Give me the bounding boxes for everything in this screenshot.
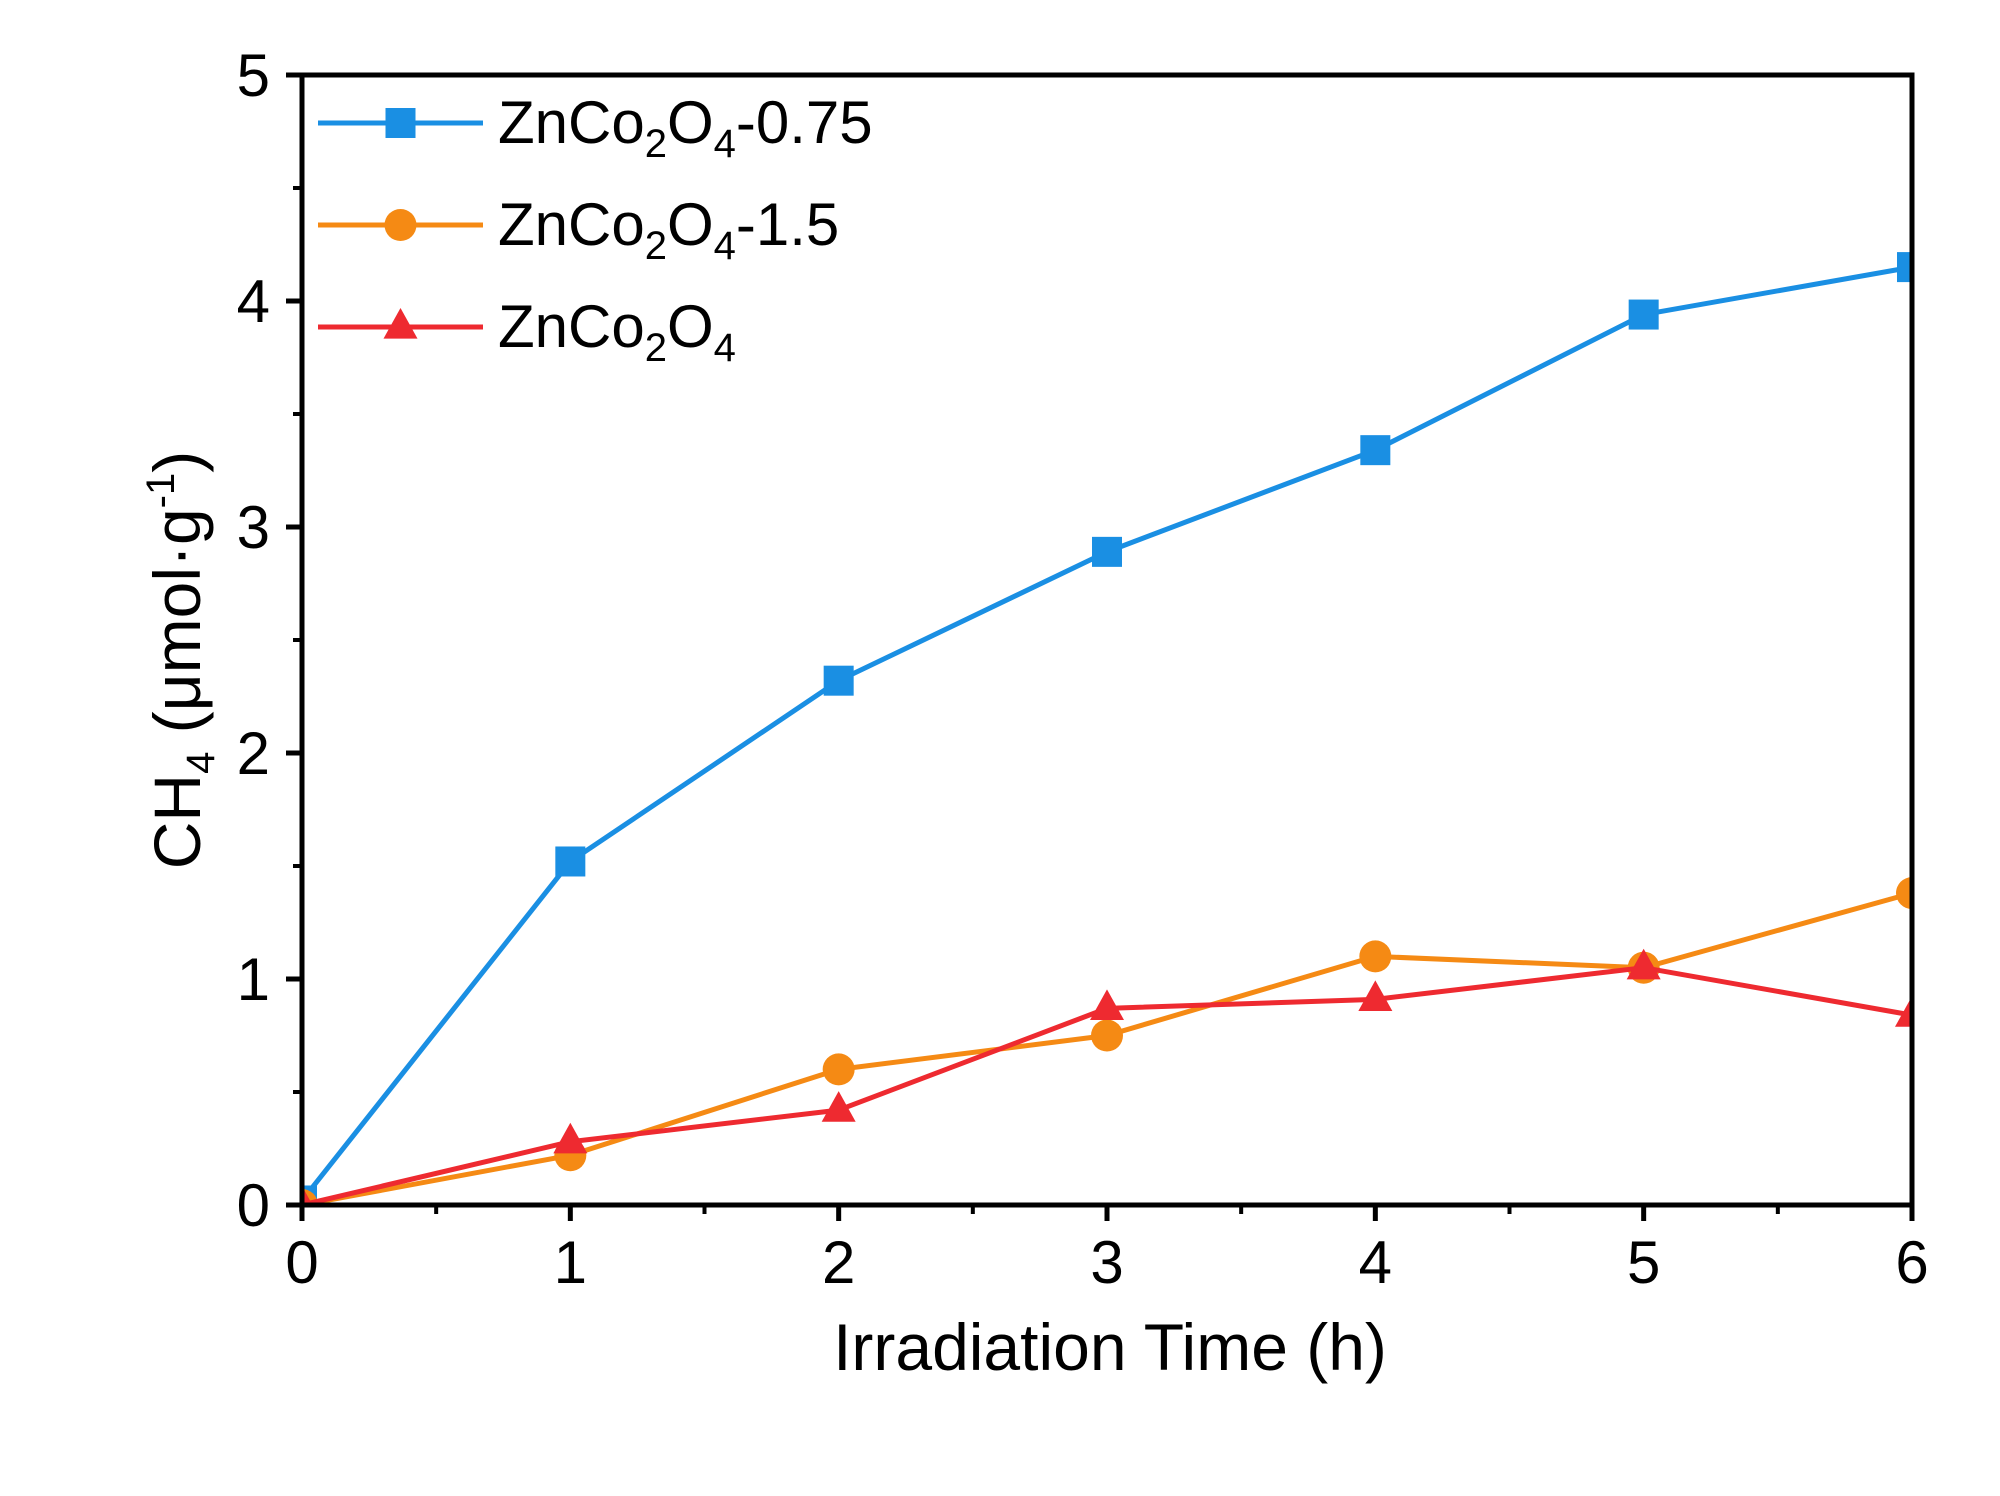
legend-label-part: 4 <box>714 326 736 370</box>
legend-label-part: -0.75 <box>736 89 873 156</box>
data-point <box>1895 996 1912 1027</box>
x-tick-label: 3 <box>1090 1229 1123 1296</box>
data-point <box>1090 989 1124 1021</box>
legend-label-part: 2 <box>645 224 667 268</box>
legend-label-part: 4 <box>714 224 736 268</box>
legend-label-part: ZnCo <box>498 293 645 360</box>
x-tick-label: 6 <box>1895 1229 1928 1296</box>
series-line <box>302 264 1912 1203</box>
legend-entry: ZnCo2O4-0.75 <box>318 89 873 166</box>
data-point <box>1628 299 1659 330</box>
y-axis-title-unit-pre: (μmol·g <box>140 508 214 751</box>
data-point <box>823 665 854 696</box>
legend-label-part: -1.5 <box>736 191 839 258</box>
y-tick-label: 4 <box>237 268 270 335</box>
legend-entry: ZnCo2O4-1.5 <box>318 191 839 268</box>
legend-marker <box>385 108 416 138</box>
data-point <box>1092 536 1122 567</box>
x-tick-label: 5 <box>1627 1229 1660 1296</box>
legend-label-part: 2 <box>645 326 667 370</box>
data-point <box>1626 948 1661 980</box>
data-point <box>553 1122 588 1154</box>
legend-marker <box>384 209 417 241</box>
series-1 <box>302 252 1912 1205</box>
data-point <box>555 846 586 877</box>
axes-layer: 0 1 2 3 4 5 6 0 1 2 3 4 5 <box>237 42 1929 1296</box>
legend-entry: ZnCo2O4 <box>318 293 736 370</box>
y-tick-label: 0 <box>237 1172 270 1239</box>
y-axis-title-unit-post: ) <box>140 451 214 473</box>
legend-label-part: O <box>667 89 714 156</box>
legend-label-part: 4 <box>714 122 736 166</box>
series-layer <box>302 252 1912 1205</box>
x-axis-title: Irradiation Time (h) <box>833 1310 1387 1384</box>
y-tick-label: 2 <box>237 720 270 787</box>
legend-label: ZnCo2O4-0.75 <box>498 89 873 166</box>
legend-label: ZnCo2O4-1.5 <box>498 191 839 268</box>
data-point <box>821 1091 856 1122</box>
series-2 <box>302 877 1912 1205</box>
series-3 <box>302 948 1912 1205</box>
legend-label: ZnCo2O4 <box>498 293 736 370</box>
data-point <box>1897 252 1912 283</box>
legend-label-part: O <box>667 293 714 360</box>
y-axis-title-sub: 4 <box>179 752 223 774</box>
data-point <box>822 1053 855 1086</box>
data-point <box>1896 877 1912 910</box>
data-point <box>1091 1019 1123 1052</box>
x-tick-label: 4 <box>1359 1229 1392 1296</box>
x-tick-label: 1 <box>554 1229 587 1296</box>
data-point <box>302 1186 313 1205</box>
legend-label-part: ZnCo <box>498 89 645 156</box>
legend-marker <box>383 308 418 339</box>
y-tick-label: 5 <box>237 42 270 109</box>
data-point <box>1360 435 1391 466</box>
legend-label-part: 2 <box>645 122 667 166</box>
data-point <box>1359 940 1392 973</box>
data-point <box>1358 980 1393 1011</box>
y-axis-title: CH4 (μmol·g-1) <box>139 451 223 870</box>
y-tick-label: 1 <box>237 946 270 1013</box>
y-tick-label: 3 <box>237 494 270 561</box>
legend-label-part: ZnCo <box>498 191 645 258</box>
x-tick-label: 0 <box>285 1229 318 1296</box>
y-axis-title-sup: -1 <box>139 473 183 509</box>
legend-label-part: O <box>667 191 714 258</box>
x-tick-label: 2 <box>822 1229 855 1296</box>
y-axis-title-base: CH <box>140 774 214 869</box>
